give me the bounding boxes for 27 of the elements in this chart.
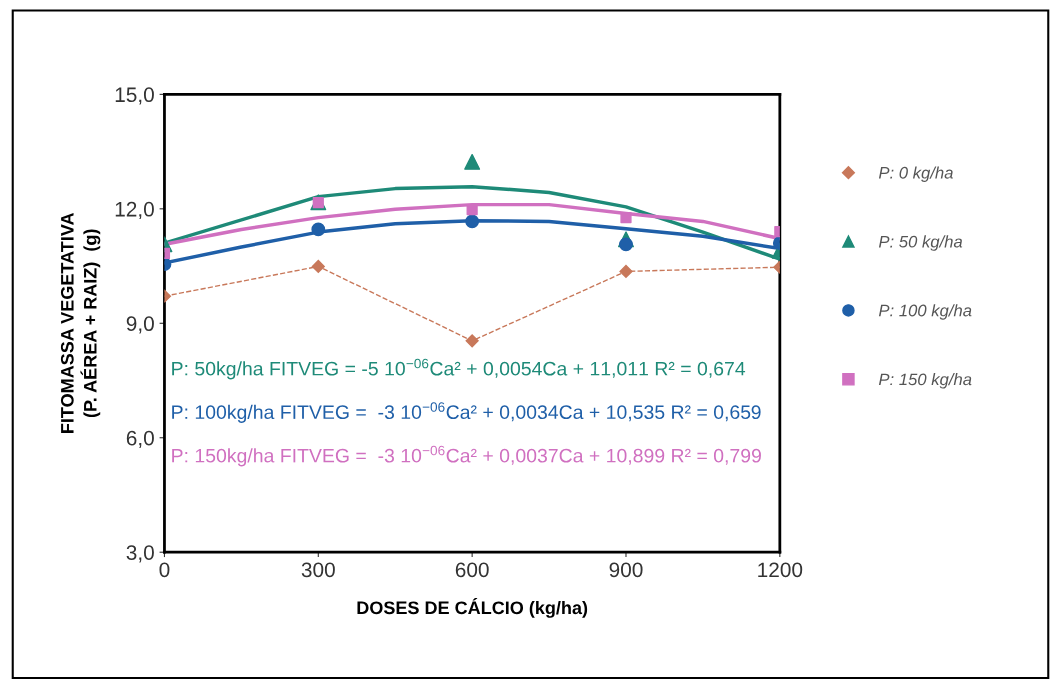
annotation: P: 50kg/ha FITVEG = -5 10$^{−06}$Ca² + 0,0054Ca + 11,011 R² = 0,674	[172, 358, 746, 380]
point	[619, 264, 633, 278]
point	[464, 153, 481, 170]
annotation: P: 150kg/ha FITVEG = -3 10$^{−06}$Ca² + 0,0037Ca + 10,899 R² = 0,799	[172, 445, 761, 467]
point	[620, 211, 632, 224]
x-tick-label: 900	[609, 562, 643, 578]
legend-label: P: 0 kg/ha	[878, 166, 953, 182]
y-tick-label: 6,0	[126, 430, 154, 448]
y-axis-title: FITOMASSA VEGETATIVA (P. AÉREA + RAIZ) (g)	[60, 212, 101, 433]
legend-label: P: 50 kg/ha	[878, 235, 963, 251]
point	[311, 222, 326, 237]
point	[465, 214, 480, 229]
point	[619, 237, 633, 252]
y-tick-label: 15,0	[115, 87, 154, 105]
annotation: P: 100kg/ha FITVEG = -3 10$^{−06}$Ca² + 0,0034Ca + 10,535 R² = 0,659	[172, 402, 761, 423]
x-tick-label: 0	[159, 562, 170, 578]
legend-label: P: 150 kg/ha	[878, 373, 972, 389]
y-tick-label: 9,0	[126, 316, 154, 334]
legend-label: P: 100 kg/ha	[878, 304, 972, 320]
y-tick-label: 12,0	[115, 201, 154, 220]
x-tick-label: 1200	[758, 562, 803, 578]
y-tick-label: 3,0	[126, 545, 154, 563]
x-tick-label: 600	[455, 562, 489, 578]
x-tick-label: 300	[301, 562, 335, 578]
point	[465, 334, 479, 348]
x-axis-title: DOSES DE CÁLCIO (kg/ha)	[357, 598, 588, 618]
point	[311, 259, 325, 274]
